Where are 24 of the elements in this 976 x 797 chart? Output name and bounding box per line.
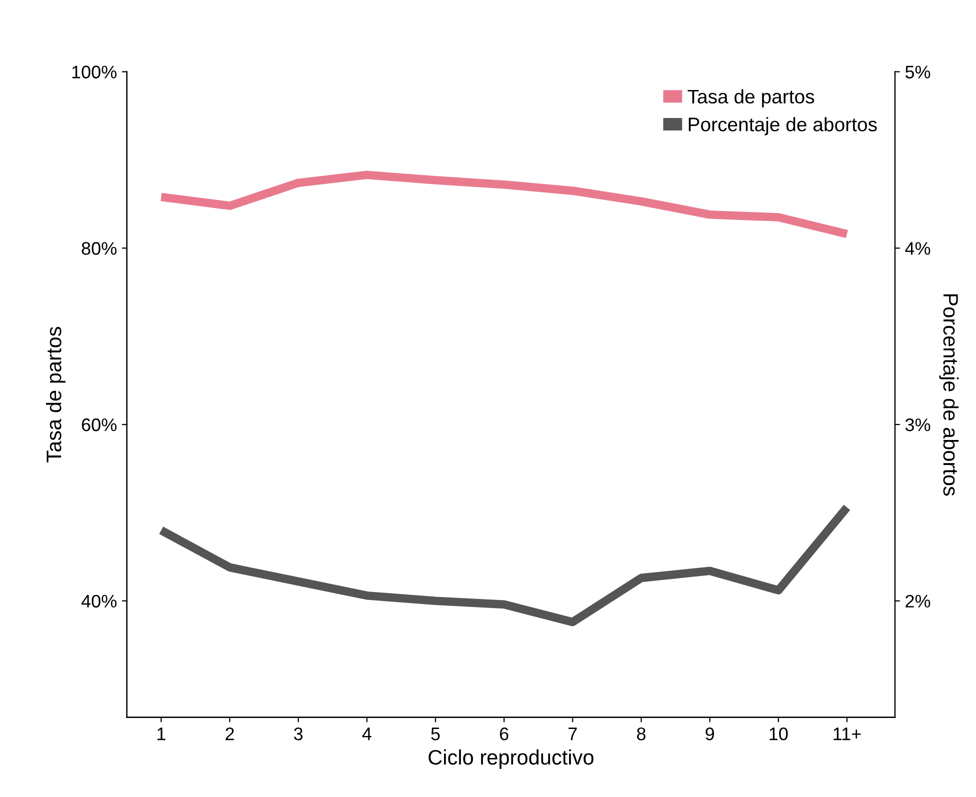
y2-tick-label: 5%: [905, 66, 930, 78]
x-tick-label: 9: [706, 728, 714, 740]
y-axis-title: Tasa de partos: [46, 326, 66, 462]
x-tick-label: 5: [431, 728, 440, 740]
legend-label: Porcentaje de abortos: [688, 117, 877, 136]
x-tick-label: 10: [770, 728, 788, 740]
x-axis-title: Ciclo reproductivo: [428, 749, 594, 769]
x-tick-label: 4: [362, 728, 372, 740]
x-tick-label: 2: [226, 728, 234, 740]
x-tick-label: 1: [158, 728, 166, 740]
y-tick-label: 80%: [82, 242, 117, 255]
y2-axis-title: Porcentaje de abortos: [939, 294, 959, 496]
x-tick-label: 6: [500, 728, 508, 740]
y-tick-label: 60%: [82, 418, 117, 432]
x-tick-label: 7: [568, 728, 577, 740]
y2-tick-label: 2%: [906, 594, 930, 608]
y2-tick-label: 3%: [905, 418, 930, 432]
y2-tick-label: 4%: [905, 242, 930, 255]
y-tick-label: 100%: [72, 66, 117, 78]
y-tick-label: 40%: [81, 594, 117, 608]
x-tick-label: 3: [294, 728, 303, 740]
x-tick-label: 8: [637, 728, 646, 740]
x-tick-label: 11+: [834, 728, 861, 740]
legend-label: Tasa de partos: [688, 89, 814, 108]
